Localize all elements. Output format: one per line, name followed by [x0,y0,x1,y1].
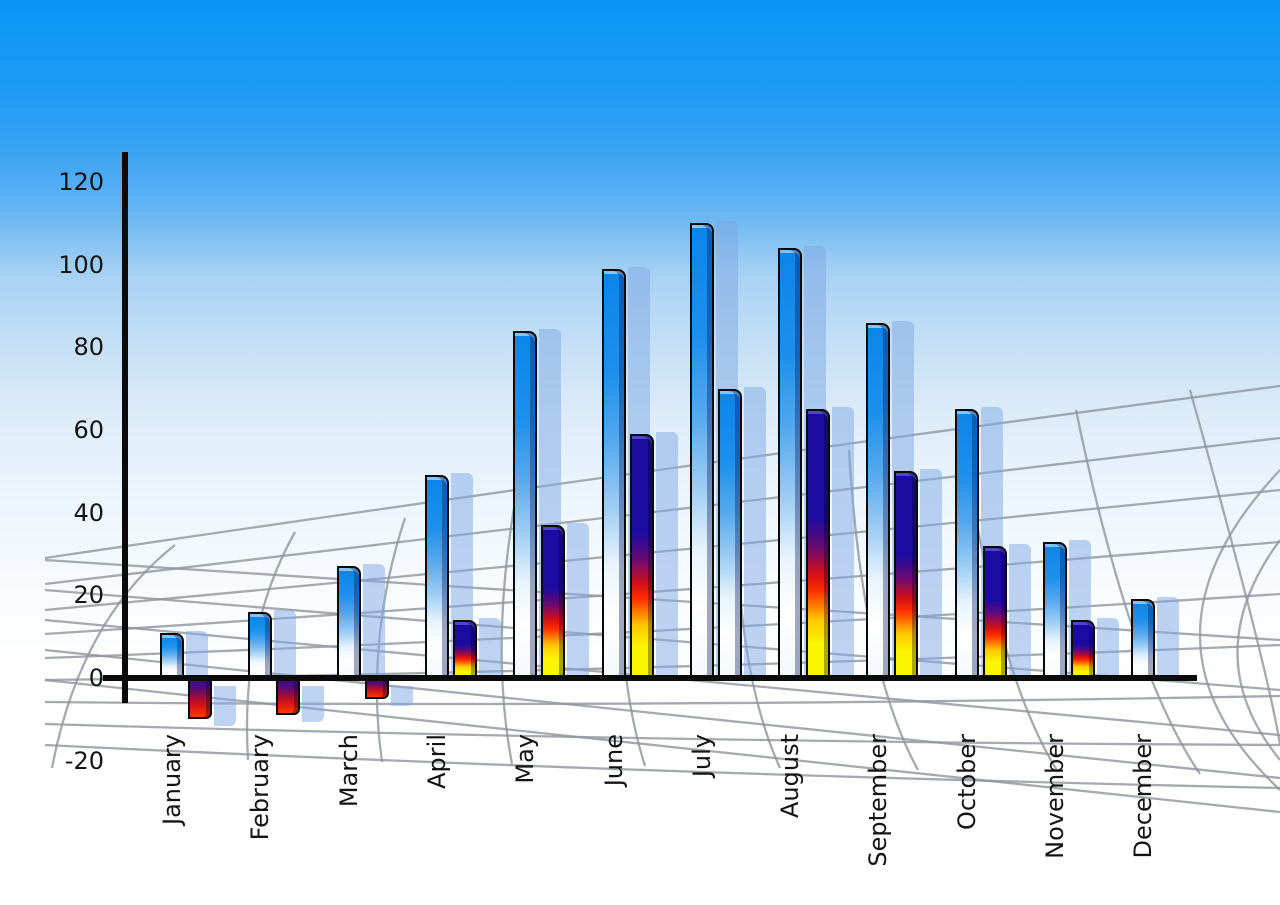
x-axis-label-may: May [511,734,540,784]
x-axis-label-october: October [952,734,981,831]
bar-shadow-april-2 [478,618,501,680]
bar-shadow-february-2 [302,686,325,723]
bar-shadow-march-2 [390,686,413,706]
bar-september-series1 [866,322,891,681]
y-axis-line [122,152,128,703]
y-tick-label-80: 80 [73,333,104,362]
x-axis-label-august: August [776,734,805,818]
bar-october-series1 [954,409,979,681]
y-tick-label-20: 20 [73,581,104,610]
bar-march-series1 [336,566,361,681]
bar-shadow-december-1 [1157,597,1180,680]
bar-july-series2 [717,388,742,681]
bar-shadow-november-2 [1097,618,1119,680]
y-tick-label-100: 100 [58,250,104,279]
bar-shadow-january-1 [186,630,208,680]
bar-november-series2 [1071,620,1095,681]
y-tick-label-60: 60 [73,416,104,444]
y-tick-label-0: 0 [88,664,104,692]
bar-february-series2 [276,676,301,716]
x-axis-label-june: June [599,734,628,787]
bar-april-series1 [424,475,449,681]
x-axis-label-january: January [158,734,186,825]
bar-april-series2 [452,620,477,681]
bar-november-series1 [1043,541,1067,681]
x-axis-label-february: February [246,734,275,841]
bar-august-series1 [778,248,803,681]
bar-shadow-february-1 [274,609,297,680]
bar-shadow-june-2 [655,432,678,680]
x-axis-label-december: December [1129,734,1158,859]
x-axis-label-april: April [422,734,451,789]
bar-shadow-october-2 [1008,543,1031,680]
bar-shadow-may-2 [567,523,590,680]
bar-january-series1 [160,632,184,681]
bar-shadow-january-2 [214,686,236,727]
bar-june-series1 [601,268,626,681]
bar-september-series2 [894,471,919,681]
x-axis-zero-line [103,675,1197,681]
bar-may-series2 [541,525,566,681]
y-tick-label--20: -20 [64,746,104,775]
bar-june-series2 [629,434,654,681]
bar-shadow-july-2 [743,386,766,680]
x-axis-label-november: November [1041,734,1069,859]
bar-december-series1 [1131,599,1156,681]
bar-july-series1 [689,223,714,681]
x-axis-label-september: September [864,734,893,867]
bar-shadow-march-1 [362,564,385,680]
bar-shadow-september-2 [920,469,943,680]
bar-shadow-august-2 [832,407,855,680]
y-tick-label-40: 40 [73,498,104,527]
y-tick-label-120: 120 [58,168,104,196]
bar-january-series2 [188,676,212,720]
x-axis-label-july: July [687,734,716,778]
bar-february-series1 [248,611,273,681]
bar-august-series2 [806,409,831,681]
bar-may-series1 [513,330,538,681]
x-axis-label-march: March [334,734,363,808]
bar-october-series2 [982,545,1007,681]
